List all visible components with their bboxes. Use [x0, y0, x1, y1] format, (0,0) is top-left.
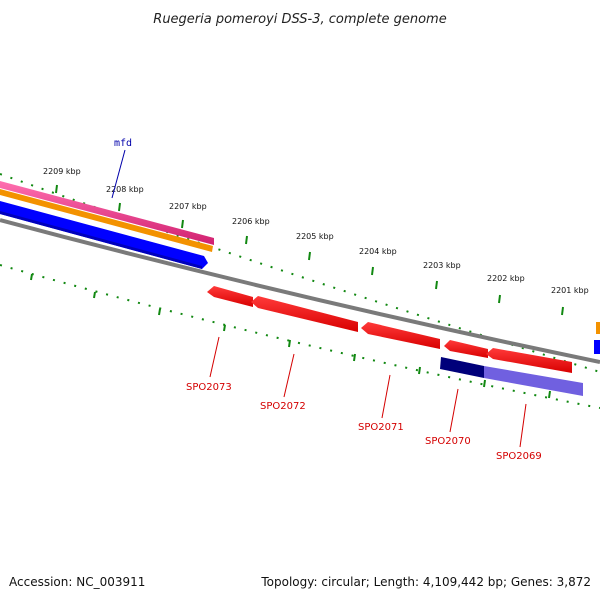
- gene-label-spo2070: SPO2070: [425, 436, 471, 447]
- gene-label-spo2073: SPO2073: [186, 382, 232, 393]
- tick-label: 2208 kbp: [106, 185, 144, 194]
- tick-label: 2206 kbp: [232, 217, 270, 226]
- gene-spo2072: [251, 296, 358, 332]
- orange-band: [0, 189, 213, 252]
- inner-tick-track: [0, 264, 600, 409]
- tick-label: 2205 kbp: [296, 232, 334, 241]
- tick-label: 2204 kbp: [359, 247, 397, 256]
- topology-text: Topology: circular; Length: 4,109,442 bp…: [260, 575, 591, 589]
- inner-major-ticks: [30, 273, 551, 399]
- orange-stub: [596, 322, 600, 334]
- tick-label: 2203 kbp: [423, 261, 461, 270]
- cds-bar: [440, 357, 583, 396]
- feature-bands: [0, 181, 600, 354]
- genome-backbone: [0, 218, 600, 364]
- tick-label: 2201 kbp: [551, 286, 589, 295]
- accession-text: Accession: NC_003911: [9, 575, 145, 589]
- blue-band: [0, 201, 208, 269]
- tick-label: 2209 kbp: [43, 167, 81, 176]
- gene-spo2071: [361, 322, 440, 349]
- gene-spo2070: [444, 340, 488, 358]
- gene-spo2069: [486, 348, 572, 373]
- tick-label: 2207 kbp: [169, 202, 207, 211]
- lavender-segment: [484, 366, 583, 396]
- outer-major-ticks: [55, 184, 564, 316]
- map-title: Ruegeria pomeroyi DSS-3, complete genome: [153, 12, 446, 27]
- gene-label-mfd: mfd: [114, 138, 132, 149]
- gene-label-spo2069: SPO2069: [496, 451, 542, 462]
- red-genes: [207, 286, 572, 373]
- pink-band: [0, 181, 214, 245]
- blue-band-shade: [0, 211, 202, 269]
- blue-stub: [594, 340, 600, 354]
- gene-label-spo2071: SPO2071: [358, 422, 404, 433]
- gene-spo2073: [207, 286, 253, 307]
- gene-leaders: [209, 336, 527, 448]
- gene-label-spo2072: SPO2072: [260, 401, 306, 412]
- mfd-leader: [111, 149, 126, 199]
- navy-segment: [440, 357, 484, 378]
- tick-label: 2202 kbp: [487, 274, 525, 283]
